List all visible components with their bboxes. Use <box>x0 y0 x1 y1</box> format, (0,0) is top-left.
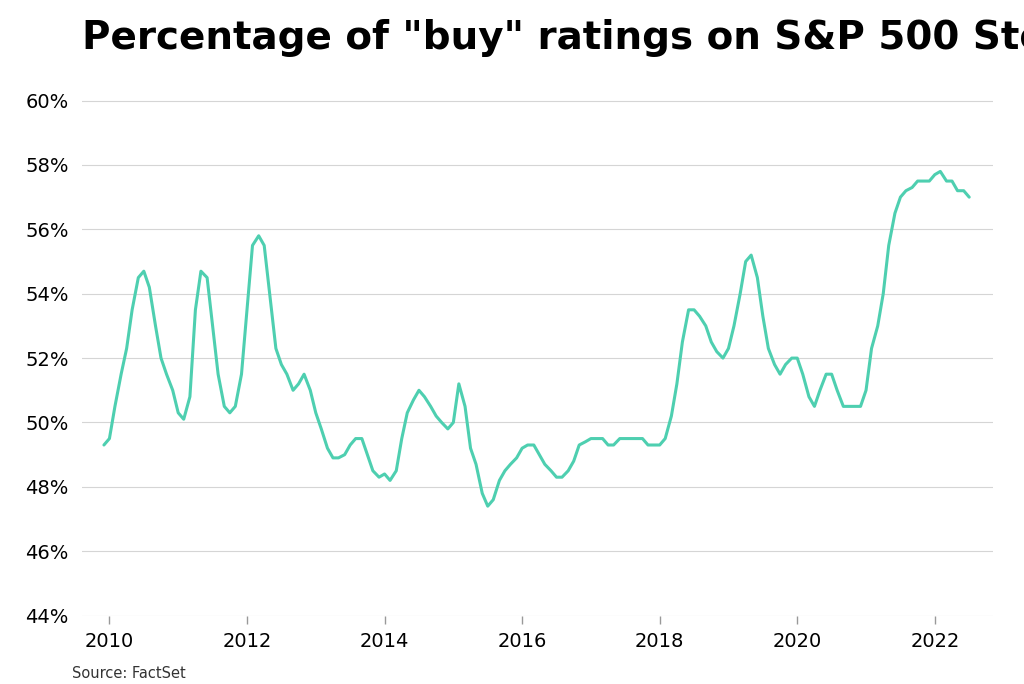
Text: Percentage of "buy" ratings on S&P 500 Stocks: Percentage of "buy" ratings on S&P 500 S… <box>82 19 1024 57</box>
Text: Source: FactSet: Source: FactSet <box>72 666 185 681</box>
